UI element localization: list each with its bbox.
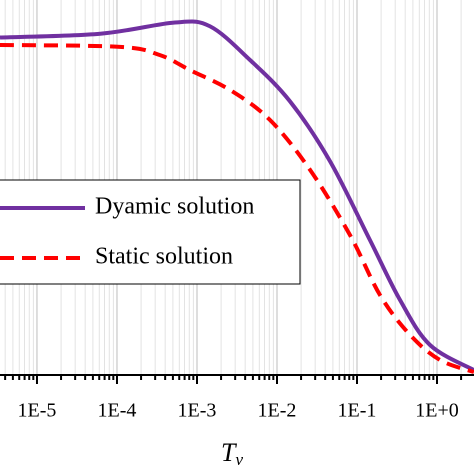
x-tick-label: 1E-4	[98, 400, 137, 422]
x-tick-label: 1E-1	[338, 400, 377, 422]
x-tick-label: 1E-5	[18, 400, 57, 422]
x-axis-title: Tv	[221, 438, 243, 469]
legend-box	[0, 179, 301, 285]
legend-label: Dyamic solution	[95, 194, 254, 220]
x-axis-label: T	[221, 438, 237, 467]
x-axis-subscript: v	[235, 450, 243, 469]
x-tick-label: 1E-3	[178, 400, 217, 422]
legend-label: Static solution	[95, 244, 233, 270]
series-line	[0, 19, 474, 372]
x-tick-label: 1E-2	[258, 400, 297, 422]
x-tick-label: 1E+0	[415, 400, 459, 422]
series-line	[0, 43, 474, 374]
legend: Dyamic solution Static solution	[0, 179, 301, 285]
